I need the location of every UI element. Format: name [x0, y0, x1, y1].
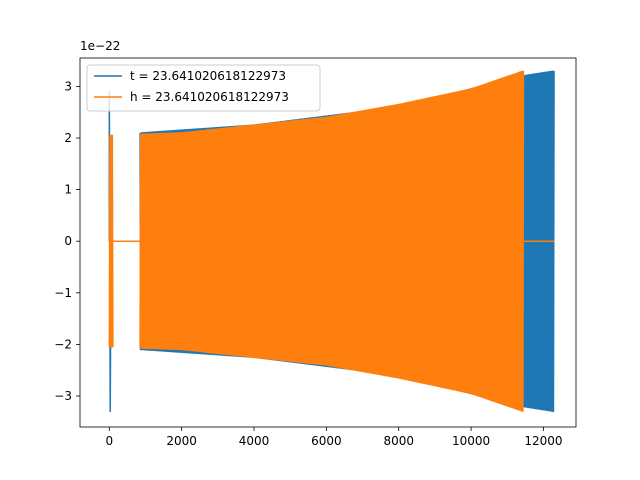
x-tick-label: 0	[105, 434, 113, 448]
y-tick-label: 3	[64, 79, 72, 93]
y-tick-label: 0	[64, 234, 72, 248]
legend-box	[86, 64, 321, 112]
y-offset-text: 1e−22	[80, 39, 120, 53]
series-layer	[108, 70, 555, 413]
x-tick-label: 6000	[311, 434, 342, 448]
x-tick-label: 10000	[452, 434, 490, 448]
y-tick-label: 1	[64, 183, 72, 197]
x-axis: 0 2000 4000 6000 8000 10000 12000	[105, 427, 563, 448]
x-tick-label: 2000	[166, 434, 197, 448]
x-tick-label: 8000	[383, 434, 414, 448]
y-axis: −3 −2 −1 0 1 2 3	[54, 79, 80, 403]
series-h-line	[139, 70, 525, 413]
legend-label-h: h = 23.641020618122973	[130, 90, 289, 104]
y-tick-label: 2	[64, 131, 72, 145]
y-tick-label: −1	[54, 286, 72, 300]
x-tick-label: 12000	[524, 434, 562, 448]
y-tick-label: −2	[54, 337, 72, 351]
legend-label-t: t = 23.641020618122973	[130, 69, 286, 83]
legend: t = 23.641020618122973 h = 23.6410206181…	[86, 64, 321, 112]
series-h-line-start	[108, 134, 114, 348]
y-tick-label: −3	[54, 389, 72, 403]
plot-frame	[79, 57, 577, 428]
x-tick-label: 4000	[239, 434, 270, 448]
